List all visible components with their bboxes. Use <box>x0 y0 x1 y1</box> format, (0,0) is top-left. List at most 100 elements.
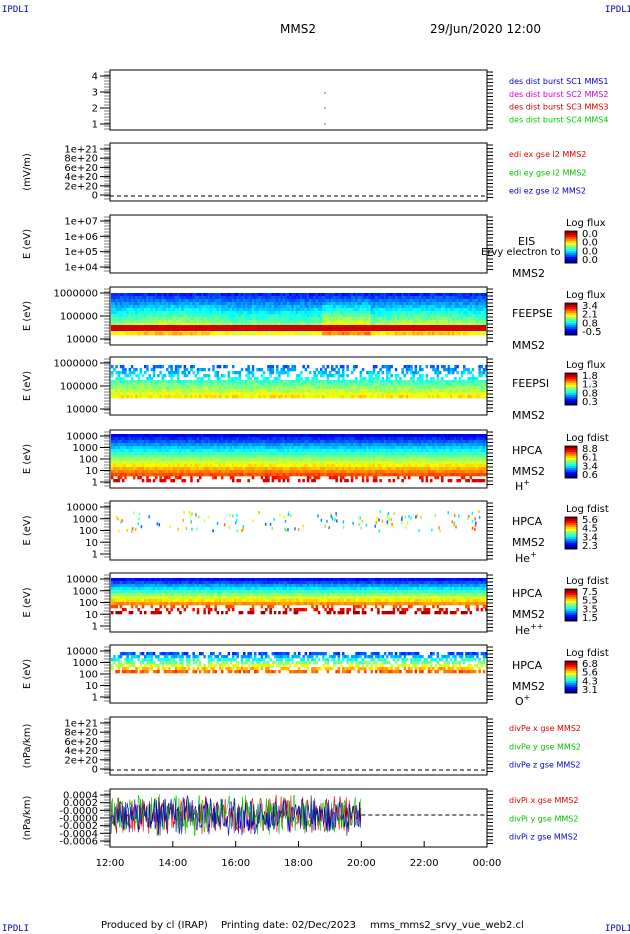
y-tick-label: 1e+05 <box>64 247 98 258</box>
colorbar-tick: 0.0 <box>582 229 598 240</box>
colorbar-segment <box>565 543 577 546</box>
spacecraft-label: MMS2 <box>512 536 545 549</box>
y-axis-label: E (eV) <box>22 229 33 259</box>
colorbar-segment <box>565 611 577 614</box>
colorbar-title: Log fdist <box>566 504 609 515</box>
y-axis-label: E (eV) <box>22 371 33 401</box>
ion-charge-label: + <box>524 693 531 702</box>
y-tick-label: 4 <box>92 72 98 83</box>
colorbar-segment <box>565 535 577 538</box>
colorbar-segment <box>565 319 577 322</box>
colorbar-segment <box>565 321 577 324</box>
y-tick-label: 1000 <box>73 443 98 454</box>
colorbar-segment <box>565 460 577 463</box>
y-tick-label: 10 <box>85 681 98 692</box>
panel-frame-2 <box>109 214 488 274</box>
colorbar-tick: 5.6 <box>582 515 598 526</box>
colorbar-segment <box>565 241 577 244</box>
y-tick-label: 4e+20 <box>64 746 98 757</box>
colorbar-segment <box>565 685 577 688</box>
ion-charge-label: + <box>523 478 530 487</box>
y-tick-label: 10 <box>85 610 98 621</box>
y-tick-label: 10000 <box>66 335 98 346</box>
colorbar-segment <box>565 311 577 314</box>
colorbar-segment <box>565 537 577 540</box>
colorbar-segment <box>565 589 577 592</box>
colorbar-segment <box>565 470 577 473</box>
colorbar-tick: 8.8 <box>582 444 598 455</box>
colorbar-segment <box>565 401 577 404</box>
legend-entry: edi ez gse l2 MMS2 <box>509 187 586 196</box>
y-tick-label: 1000000 <box>53 289 98 300</box>
y-tick-label: 8e+20 <box>64 154 98 165</box>
legend-entry: divPe x gse MMS2 <box>509 724 581 733</box>
colorbar-segment <box>565 591 577 594</box>
y-axis-label: E (eV) <box>22 301 33 331</box>
instrument-label: FEEPSI <box>512 377 549 390</box>
colorbar-segment <box>565 385 577 388</box>
colorbar-segment <box>565 325 577 328</box>
colorbar-tick: 0.0 <box>582 238 598 249</box>
colorbar-segment <box>565 677 577 680</box>
colorbar-tick: 3.4 <box>582 532 598 543</box>
colorbar-tick: 6.8 <box>582 659 598 670</box>
colorbar-segment <box>565 683 577 686</box>
y-tick-label: 100000 <box>60 382 98 393</box>
colorbar-segment <box>565 375 577 378</box>
colorbar-segment <box>565 671 577 674</box>
colorbar-segment <box>565 233 577 236</box>
colorbar-title: Log fdist <box>566 576 609 587</box>
colorbar-segment <box>565 329 577 332</box>
colorbar-segment <box>565 673 577 676</box>
y-tick-label: 1 <box>92 693 98 704</box>
colorbar-segment <box>565 617 577 620</box>
colorbar-segment <box>565 389 577 392</box>
colorbar-segment <box>565 391 577 394</box>
spacecraft-label: MMS2 <box>512 465 545 478</box>
colorbar-segment <box>565 239 577 242</box>
y-tick-label: 2e+20 <box>64 755 98 766</box>
colorbar-segment <box>565 231 577 234</box>
spacecraft-label: MMS2 <box>512 680 545 693</box>
colorbar-segment <box>565 251 577 254</box>
colorbar-tick: 3.5 <box>582 604 598 615</box>
colorbar-segment <box>565 547 577 550</box>
footer-produced: Produced by cl (IRAP) <box>101 920 208 931</box>
spectrogram-cells <box>111 293 488 336</box>
colorbar-segment <box>565 539 577 542</box>
colorbar-segment <box>565 533 577 536</box>
colorbar-tick: 0.8 <box>582 388 598 399</box>
colorbar-segment <box>565 235 577 238</box>
y-tick-label: 6e+20 <box>64 737 98 748</box>
instrument-label: HPCA <box>512 659 543 672</box>
colorbar-tick: 0.6 <box>582 470 598 481</box>
colorbar-tick: 7.5 <box>582 587 598 598</box>
spacecraft-label: MMS2 <box>512 608 545 621</box>
legend-entry: divPe y gse MMS2 <box>509 742 581 751</box>
colorbar-segment <box>565 476 577 479</box>
colorbar-title: Log flux <box>566 360 606 371</box>
colorbar-segment <box>565 525 577 528</box>
y-tick-label: 1000000 <box>53 359 98 370</box>
footer-filename: mms_mms2_srvy_vue_web2.cl <box>370 920 524 931</box>
colorbar-segment <box>565 458 577 461</box>
y-tick-label: 1e+21 <box>64 145 98 156</box>
colorbar-tick: 1.3 <box>582 380 598 391</box>
y-tick-label: 1000 <box>73 514 98 525</box>
legend-entry: divPi y gse MMS2 <box>509 814 578 823</box>
y-tick-label: -0.0000 <box>59 806 98 817</box>
colorbar-segment <box>565 403 577 406</box>
colorbar-segment <box>565 541 577 544</box>
colorbar-segment <box>565 387 577 390</box>
colorbar-segment <box>565 619 577 622</box>
colorbar-segment <box>565 663 577 666</box>
legend-entry: divPi z gse MMS2 <box>509 833 578 842</box>
colorbar-segment <box>565 373 577 376</box>
y-tick-label: 1 <box>92 120 98 131</box>
colorbar-segment <box>565 593 577 596</box>
colorbar-segment <box>565 446 577 449</box>
x-tick-label: 18:00 <box>284 858 313 869</box>
y-tick-label: 0.0002 <box>63 798 98 809</box>
spectrogram-cells <box>111 578 488 615</box>
legend-entry: edi ex gse l2 MMS2 <box>509 150 586 159</box>
